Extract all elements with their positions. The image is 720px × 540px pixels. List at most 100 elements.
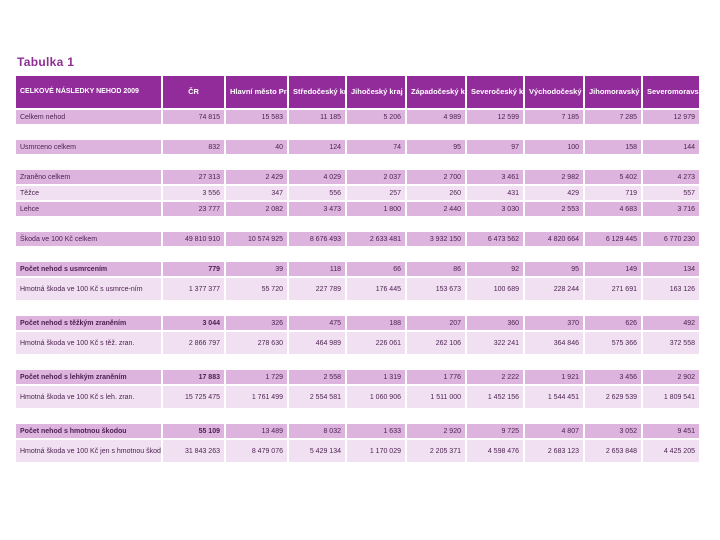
table-cell: 278 630: [226, 332, 287, 354]
table-cell: 4 273: [643, 170, 699, 184]
row-label: Počet nehod s usmrcením: [16, 262, 161, 276]
table-cell: 9 451: [643, 424, 699, 438]
table-cell: 226 061: [347, 332, 405, 354]
table-cell: 31 843 263: [163, 440, 224, 462]
group-spacer: [16, 156, 699, 168]
table-cell: 575 366: [585, 332, 641, 354]
row-label: Celkem nehod: [16, 110, 161, 124]
table-cell: 4 029: [289, 170, 345, 184]
table-cell: 17 883: [163, 370, 224, 384]
table-cell: 95: [525, 262, 583, 276]
table-cell: 1 511 000: [407, 386, 465, 408]
table-cell: 2 683 123: [525, 440, 583, 462]
table-cell: 124: [289, 140, 345, 154]
group-spacer: [16, 126, 699, 138]
table-cell: 2 440: [407, 202, 465, 216]
row-label: Hmotná škoda ve 100 Kč s leh. zran.: [16, 386, 161, 408]
table-cell: 8 032: [289, 424, 345, 438]
column-header: Severomoravský kraj: [643, 76, 699, 108]
table-cell: 55 720: [226, 278, 287, 300]
table-cell: 1 060 906: [347, 386, 405, 408]
row-label: Hmotná škoda ve 100 Kč jen s hmotnou ško…: [16, 440, 161, 462]
table-cell: 228 244: [525, 278, 583, 300]
table-cell: 719: [585, 186, 641, 200]
table-cell: 95: [407, 140, 465, 154]
table-cell: 1 633: [347, 424, 405, 438]
table-cell: 176 445: [347, 278, 405, 300]
table-cell: 5 206: [347, 110, 405, 124]
table-cell: 4 820 664: [525, 232, 583, 246]
table-cell: 4 598 476: [467, 440, 523, 462]
table-cell: 207: [407, 316, 465, 330]
table-cell: 2 553: [525, 202, 583, 216]
table-cell: 86: [407, 262, 465, 276]
table-cell: 464 989: [289, 332, 345, 354]
table-cell: 2 633 481: [347, 232, 405, 246]
column-header: Hlavní město Praha: [226, 76, 287, 108]
table-cell: 492: [643, 316, 699, 330]
column-header: Středočeský kraj: [289, 76, 345, 108]
table-caption: Tabulka 1: [17, 55, 75, 69]
table-cell: 23 777: [163, 202, 224, 216]
table-cell: 12 979: [643, 110, 699, 124]
table-cell: 100 689: [467, 278, 523, 300]
table-cell: 1 761 499: [226, 386, 287, 408]
table-cell: 3 716: [643, 202, 699, 216]
table-cell: 1 809 541: [643, 386, 699, 408]
table-cell: 40: [226, 140, 287, 154]
table-cell: 4 425 205: [643, 440, 699, 462]
table-cell: 372 558: [643, 332, 699, 354]
table-cell: 2 920: [407, 424, 465, 438]
table-cell: 7 285: [585, 110, 641, 124]
table-cell: 8 676 493: [289, 232, 345, 246]
table-cell: 370: [525, 316, 583, 330]
group-spacer: [16, 302, 699, 314]
table-cell: 2 866 797: [163, 332, 224, 354]
spacer-cell: [16, 126, 699, 138]
table-cell: 2 429: [226, 170, 287, 184]
table-cell: 2 902: [643, 370, 699, 384]
column-header: Severočeský kraj: [467, 76, 523, 108]
column-header: ČR: [163, 76, 224, 108]
table-cell: 5 429 134: [289, 440, 345, 462]
table-cell: 360: [467, 316, 523, 330]
spacer-cell: [16, 248, 699, 260]
table-cell: 626: [585, 316, 641, 330]
table-cell: 8 479 076: [226, 440, 287, 462]
group-spacer: [16, 248, 699, 260]
table-cell: 3 556: [163, 186, 224, 200]
table-cell: 3 030: [467, 202, 523, 216]
table-cell: 27 313: [163, 170, 224, 184]
table-cell: 74 815: [163, 110, 224, 124]
table-cell: 10 574 925: [226, 232, 287, 246]
table-cell: 66: [347, 262, 405, 276]
row-label: Zraněno celkem: [16, 170, 161, 184]
table-cell: 2 205 371: [407, 440, 465, 462]
row-label: Počet nehod s lehkým zraněním: [16, 370, 161, 384]
table-cell: 149: [585, 262, 641, 276]
table-cell: 2 082: [226, 202, 287, 216]
row-label: Počet nehod s těžkým zraněním: [16, 316, 161, 330]
table-cell: 431: [467, 186, 523, 200]
table-cell: 158: [585, 140, 641, 154]
table-cell: 9 725: [467, 424, 523, 438]
table-cell: 326: [226, 316, 287, 330]
table-cell: 6 473 562: [467, 232, 523, 246]
spacer-cell: [16, 156, 699, 168]
column-header: Západočeský kraj: [407, 76, 465, 108]
table-row: Těžce 3 556 347 556 257 260 431 429 719 557: [16, 186, 699, 200]
table-cell: 3 456: [585, 370, 641, 384]
table-cell: 1 319: [347, 370, 405, 384]
column-header: Jihočeský kraj: [347, 76, 405, 108]
table-cell: 163 126: [643, 278, 699, 300]
table-row: Zraněno celkem 27 313 2 429 4 029 2 037 2 700…: [16, 170, 699, 184]
row-label: Počet nehod s hmotnou škodou: [16, 424, 161, 438]
row-label: Hmotná škoda ve 100 Kč s usmrce-ním: [16, 278, 161, 300]
table-cell: 15 583: [226, 110, 287, 124]
table-cell: 1 729: [226, 370, 287, 384]
table-row: Hmotná škoda ve 100 Kč s usmrce-ním 1 377…: [16, 278, 699, 300]
table-cell: 1 800: [347, 202, 405, 216]
table-cell: 144: [643, 140, 699, 154]
table-row: Hmotná škoda ve 100 Kč s těž. zran. 2 866…: [16, 332, 699, 354]
table-cell: 2 982: [525, 170, 583, 184]
